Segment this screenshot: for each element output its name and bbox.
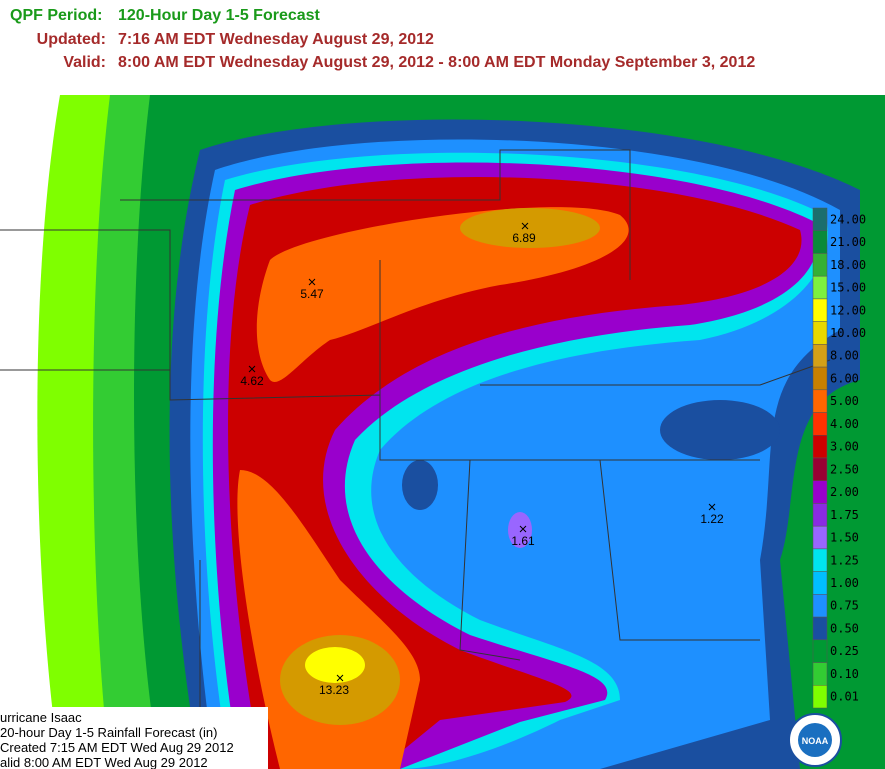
caption-line: alid 8:00 AM EDT Wed Aug 29 2012 — [0, 755, 208, 769]
max-label: 4.62 — [240, 374, 264, 388]
legend-label: 1.25 — [830, 553, 859, 567]
legend-label: 12.00 — [830, 303, 866, 317]
legend-label: 0.75 — [830, 599, 859, 613]
legend-label: 6.00 — [830, 371, 859, 385]
legend-label: 1.75 — [830, 508, 859, 522]
legend: 24.00 21.00 18.00 15.00 12.00 10.00 8.00 6.00 5.… — [812, 207, 866, 709]
logo-text: NOAA — [802, 736, 829, 746]
legend-label: 1.50 — [830, 531, 859, 545]
legend-swatch — [812, 389, 828, 413]
caption-box — [0, 707, 268, 769]
legend-swatch — [812, 685, 828, 709]
legend-swatch — [812, 616, 828, 641]
borders — [0, 149, 831, 769]
legend-swatch — [812, 662, 828, 686]
max-label: 6.89 — [512, 231, 536, 245]
caption-line: urricane Isaac — [0, 710, 82, 725]
legend-label: 3.00 — [830, 440, 859, 454]
legend-label: 4.00 — [830, 417, 859, 431]
border — [0, 149, 631, 371]
legend-swatch — [812, 230, 828, 254]
max-label: 13.23 — [319, 683, 349, 697]
updated: 7:16 AM EDT Wednesday August 29, 2012 — [118, 31, 434, 48]
border — [379, 260, 831, 395]
valid-label: Valid: — [63, 54, 106, 71]
max-marker — [248, 222, 716, 682]
legend-label: 2.00 — [830, 485, 859, 499]
caption-line: 20-hour Day 1-5 Rainfall Forecast (in) — [0, 725, 217, 740]
legend-label: 0.01 — [830, 690, 859, 704]
max-label: 5.47 — [300, 287, 324, 301]
legend-swatch — [812, 344, 828, 368]
legend-swatch — [812, 548, 828, 572]
band — [402, 460, 438, 510]
legend-swatch — [812, 366, 828, 391]
legend-label: 0.25 — [830, 644, 859, 658]
band — [305, 647, 365, 683]
legend-label: 0.50 — [830, 621, 859, 635]
max-label: 1.22 — [700, 512, 724, 526]
legend-label: 0.10 — [830, 667, 859, 681]
logo-inner — [798, 723, 832, 757]
max-label: 1.61 — [511, 534, 535, 548]
maxima — [248, 222, 716, 682]
period: 120-Hour Day 1-5 Forecast — [118, 7, 321, 24]
legend-swatch — [812, 594, 828, 618]
legend-label: 2.50 — [830, 462, 859, 476]
legend-label: 15.00 — [830, 281, 866, 295]
band — [256, 207, 629, 382]
legend-label: 5.00 — [830, 394, 859, 408]
legend-swatch — [812, 412, 828, 436]
legend-swatch — [812, 207, 828, 231]
updated-label: Updated: — [37, 31, 106, 48]
legend-swatch — [812, 639, 828, 663]
legend-label: 18.00 — [830, 258, 866, 272]
legend-label: 8.00 — [830, 349, 859, 363]
legend-swatch — [812, 457, 828, 481]
valid: 8:00 AM EDT Wednesday August 29, 2012 - … — [118, 54, 755, 71]
legend-swatch — [812, 275, 828, 300]
caption-line: Created 7:15 AM EDT Wed Aug 29 2012 — [0, 740, 234, 755]
legend-swatch — [812, 525, 828, 550]
band — [460, 208, 600, 248]
legend-label: 10.00 — [830, 326, 866, 340]
legend-swatch — [812, 435, 828, 459]
legend-swatch — [812, 571, 828, 595]
band — [508, 512, 532, 548]
legend-swatch — [812, 503, 828, 527]
band — [660, 400, 780, 460]
legend-swatch — [812, 480, 828, 504]
legend-swatch — [812, 321, 828, 345]
legend-swatch — [812, 253, 828, 277]
legend-label: 24.00 — [830, 212, 866, 226]
legend-label: 21.00 — [830, 235, 866, 249]
rain-map — [0, 95, 885, 769]
legend-swatch — [812, 298, 828, 322]
period-label: QPF Period: — [10, 7, 102, 24]
legend-label: 1.00 — [830, 576, 859, 590]
